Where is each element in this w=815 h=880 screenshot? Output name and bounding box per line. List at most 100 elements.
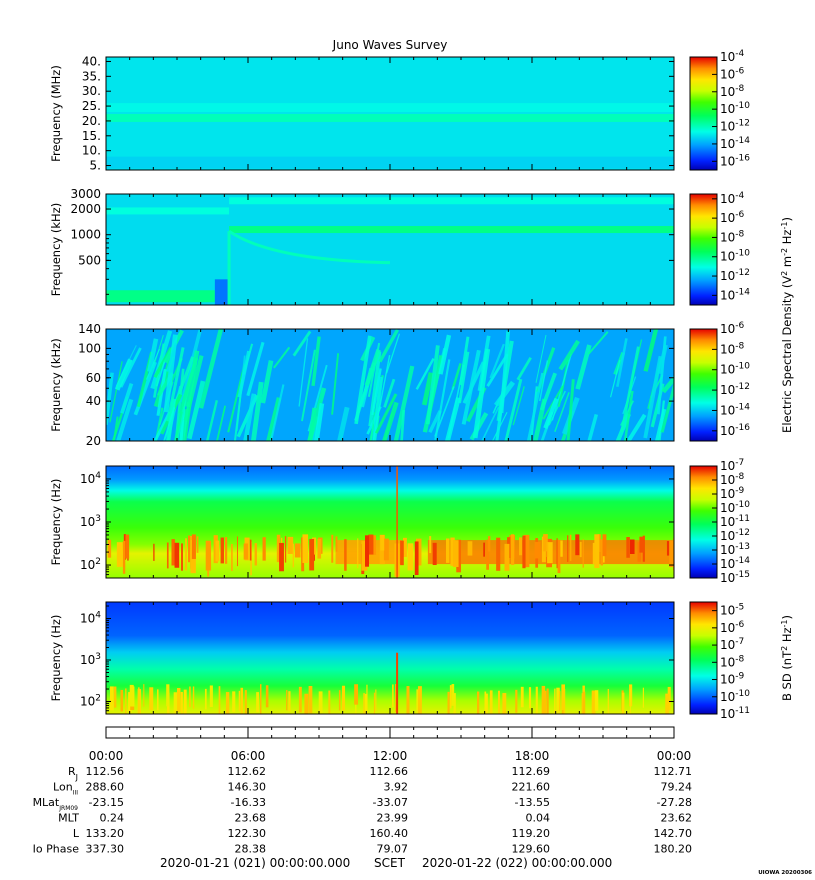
footer-start-time: 2020-01-21 (021) 00:00:00.000 [160, 856, 350, 870]
y-tick-label: 500 [78, 253, 101, 267]
ephemeris-value: 160.40 [370, 827, 409, 840]
spectrogram-streak [286, 690, 288, 711]
spectrogram-streak [205, 400, 219, 441]
y-tick-label: 103 [80, 514, 101, 529]
colorbar-tick-label: 10-16 [720, 153, 750, 168]
spectrogram-panel-5: 102 103 104 Frequency (Hz) [49, 601, 675, 715]
spectrogram-streak [626, 413, 647, 441]
spectrogram-band [106, 113, 674, 122]
spectrogram-streak [591, 690, 596, 714]
spectrogram-streak [236, 536, 239, 567]
colorbar-tick-label: 10-7 [720, 637, 744, 652]
spectrogram-streak [486, 539, 489, 570]
spectrogram-streak [516, 356, 532, 381]
spectrogram-streak [265, 685, 269, 708]
spectrogram-streak [114, 358, 133, 391]
spectrogram-streak [363, 693, 365, 714]
spectrogram-streak [504, 378, 523, 441]
ephemeris-row: Io Phase 337.30 28.38 79.07 129.60 180.20 [33, 843, 692, 856]
colorbar-tick-label: 10-14 [720, 402, 750, 417]
colorbar-tick-label: 10-8 [720, 84, 745, 99]
spectrogram-streak [361, 541, 368, 571]
spectrogram-streak [273, 346, 291, 369]
spectrogram-streak [254, 543, 257, 566]
spectrogram-streak [109, 361, 123, 423]
spectrogram-streak [512, 386, 525, 426]
spectrogram-streak [301, 349, 316, 422]
colorbar-tick-label: 10-13 [720, 542, 750, 557]
spectrogram-streak [138, 687, 140, 714]
colorbar-tick-label: 10-8 [720, 472, 745, 487]
spectrogram-curve [228, 229, 391, 265]
spectrogram-streak [308, 686, 313, 714]
colorbar-gradient [689, 328, 718, 442]
ephemeris-value: -23.15 [89, 796, 124, 809]
y-tick-label: 25. [82, 99, 101, 113]
spectrogram-streak [522, 535, 526, 569]
y-tick-label: 10. [82, 144, 101, 158]
spectrogram-streak [615, 413, 631, 441]
spectrogram-streak [554, 688, 556, 714]
colorbar-tick-label: 10-11 [720, 706, 750, 721]
colorbar-gradient [689, 193, 718, 306]
spectrogram-streak [187, 380, 206, 440]
spectrogram-streak [548, 390, 566, 426]
ephemeris-row: MLatJRM09 -23.15 -16.33 -33.07 -13.55 -27.28 [33, 796, 692, 812]
spectrogram-streak [240, 687, 244, 714]
spectrogram-streak [341, 685, 346, 711]
spectrogram-streak [489, 343, 505, 379]
time-tick-label: 12:00 [373, 749, 408, 763]
spectrogram-streak [660, 381, 674, 433]
spectrogram-streak [183, 355, 204, 422]
spectrogram-streak [489, 690, 493, 714]
spectrogram-streak [344, 539, 347, 571]
spectrogram-streak [535, 334, 547, 383]
spectrogram-streak [498, 690, 500, 714]
ephemeris-value: -16.33 [231, 796, 266, 809]
spectrogram-streak [153, 411, 171, 441]
spectrogram-streak [364, 348, 381, 387]
spectrogram-band [229, 226, 674, 234]
magnetic-colorbar-title: B SD (nT2 Hz-1) [780, 615, 795, 701]
spectrogram-streak [665, 693, 670, 714]
spectrogram-streak [155, 360, 166, 387]
spectrogram-streak [246, 341, 265, 397]
ephemeris-value: 112.56 [86, 765, 125, 778]
spectrogram-streak [556, 687, 560, 714]
spectrogram-streak [220, 537, 224, 564]
spectrogram-streak [149, 687, 154, 711]
spectrogram-streak [581, 693, 583, 714]
colorbar-tick-label: 10-12 [720, 528, 750, 543]
spectrogram-streak [461, 349, 481, 425]
spectrogram-band [229, 197, 674, 205]
spectrogram-streak [318, 691, 323, 714]
ephemeris-label: MLT [58, 812, 79, 825]
colorbar-tick-label: 10-9 [720, 672, 745, 687]
y-tick-label: 20 [86, 434, 101, 448]
spectrogram-streak [416, 538, 422, 566]
spectrogram-streak [129, 684, 134, 707]
spectrogram-streak [120, 382, 134, 414]
electric-colorbar-title: Electric Spectral Density (V2 m-2 Hz-1) [780, 217, 795, 433]
spectrogram-streak [554, 392, 570, 433]
spectrogram-streak [629, 539, 635, 555]
spectrogram-streak [216, 405, 227, 441]
spectrogram-streak [451, 684, 455, 706]
spectrogram-streak [218, 686, 221, 714]
spectrogram-streak [250, 381, 264, 441]
spectrogram-band [106, 290, 215, 303]
colorbar-tick-label: 10-10 [720, 101, 750, 116]
spectrogram-streak [526, 372, 544, 441]
colorbar-4: 10-710-810-910-1010-1110-1210-1310-1410-… [689, 458, 750, 585]
y-tick-label: 140 [78, 322, 101, 336]
spectrogram-streak [157, 689, 159, 711]
spectrogram-streak [484, 693, 488, 714]
spectrogram-streak [643, 355, 663, 439]
colorbar-tick-label: 10-6 [720, 321, 745, 336]
spectrogram-streak [188, 535, 191, 563]
spectrogram-streak [107, 539, 112, 558]
spectrogram-streak [125, 534, 130, 559]
spectrogram-streak [173, 692, 178, 714]
spectrogram-streak [260, 360, 274, 404]
spectrogram-streak [496, 537, 501, 571]
